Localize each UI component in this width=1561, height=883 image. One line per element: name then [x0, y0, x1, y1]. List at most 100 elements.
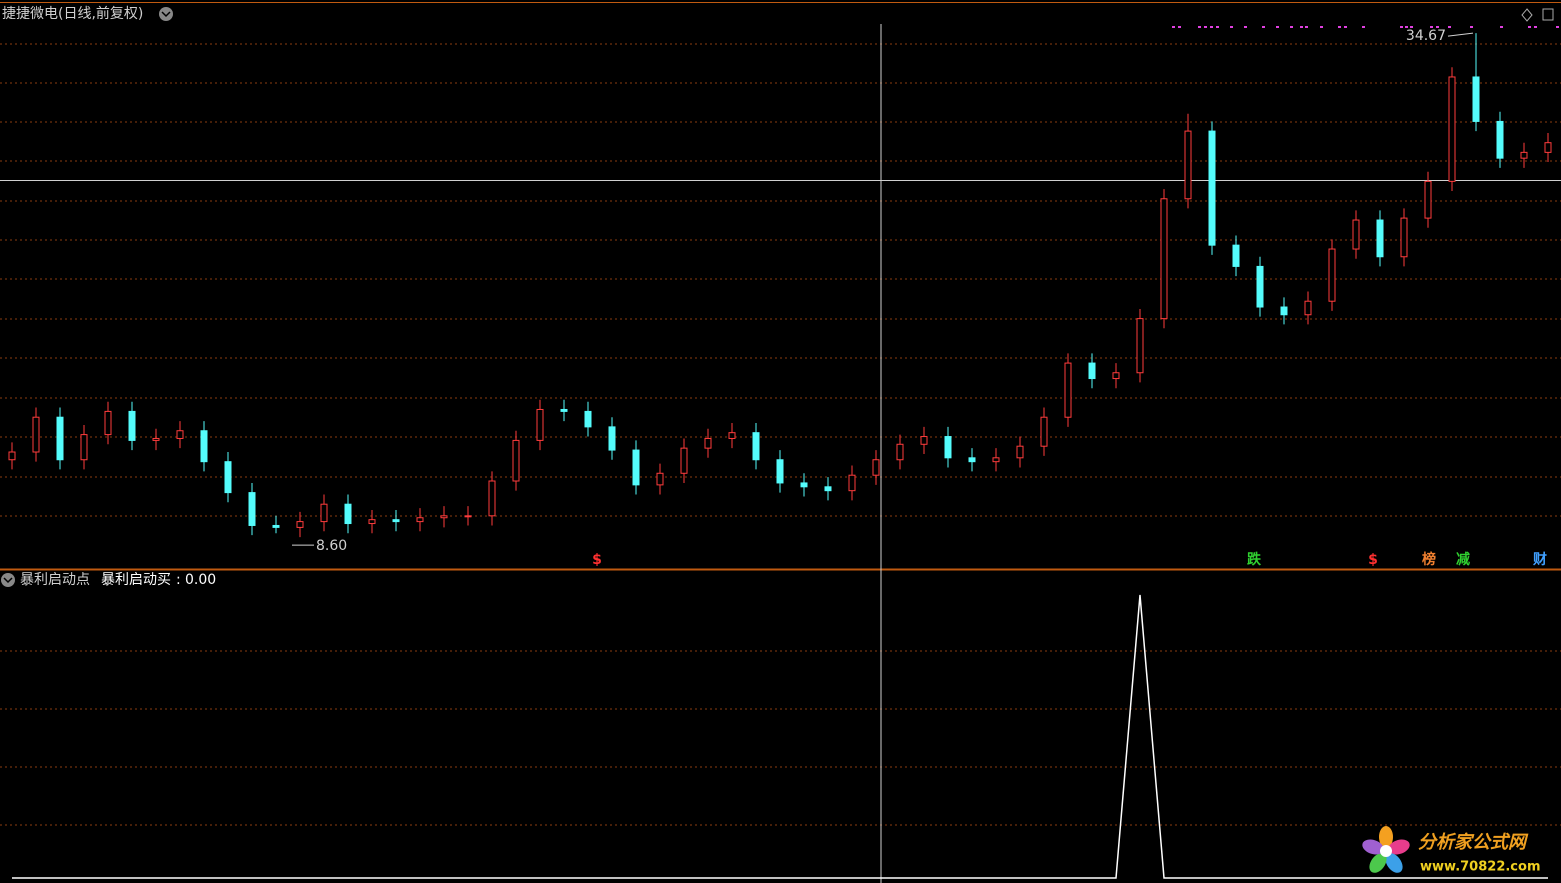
candle-body: [1256, 265, 1264, 308]
candle-body: [1544, 142, 1552, 153]
candle-body: [680, 447, 688, 474]
candle-body: [272, 524, 280, 528]
marker-dot: [1430, 26, 1433, 28]
marker-dot: [1556, 26, 1559, 28]
marker-dot: [1262, 26, 1265, 28]
candle-body: [200, 430, 208, 463]
candle-body: [128, 410, 136, 441]
marker-dot: [1500, 26, 1503, 28]
event-marker: 榜: [1422, 551, 1436, 568]
high-label: 34.67: [1406, 28, 1446, 44]
candle-body: [104, 410, 112, 436]
candle-body: [440, 515, 448, 519]
candle-body: [464, 515, 472, 518]
indicator-colon: :: [176, 572, 181, 588]
candle-body: [1328, 248, 1336, 302]
candle-body: [1400, 217, 1408, 258]
watermark-name: 分析家公式网: [1418, 832, 1529, 853]
candle-body: [584, 410, 592, 428]
candle-body: [512, 439, 520, 482]
candle-body: [920, 436, 928, 445]
marker-dot: [1410, 26, 1413, 28]
marker-dot: [1470, 26, 1473, 28]
candle-body: [656, 472, 664, 486]
high-arrow: [1447, 32, 1474, 37]
candle-body: [608, 426, 616, 451]
marker-dot: [1210, 26, 1213, 28]
candle-body: [632, 449, 640, 486]
marker-dot: [1276, 26, 1279, 28]
candle-body: [896, 443, 904, 461]
marker-dot: [1534, 26, 1537, 28]
candle-body: [320, 503, 328, 523]
marker-dot: [1178, 26, 1181, 28]
candle-body: [224, 461, 232, 494]
candle-body: [1088, 362, 1096, 380]
candle-body: [152, 437, 160, 441]
marker-dot: [1230, 26, 1233, 28]
indicator-value: 0.00: [185, 572, 216, 588]
candle-body: [728, 432, 736, 439]
candle-body: [1472, 76, 1480, 122]
candle-body: [296, 521, 304, 528]
candle-body: [1184, 130, 1192, 200]
candle-body: [1208, 130, 1216, 246]
marker-dot: [1305, 26, 1308, 28]
candle-body: [872, 459, 880, 476]
candle-body: [368, 519, 376, 525]
marker-dot: [1300, 26, 1303, 28]
event-marker: 减: [1456, 551, 1470, 568]
marker-dot: [1338, 26, 1341, 28]
marker-dot: [1405, 26, 1408, 28]
watermark-url: www.70822.com: [1420, 860, 1541, 875]
candle-body: [1304, 300, 1312, 316]
marker-dot: [1216, 26, 1219, 28]
indicator-title: 暴利启动点: [20, 572, 90, 588]
candle-body: [1520, 151, 1528, 159]
watermark: 分析家公式网 www.70822.com: [1362, 826, 1541, 875]
dropdown-icon[interactable]: [1, 573, 15, 587]
event-marker: $: [1368, 552, 1378, 568]
candle-body: [824, 486, 832, 492]
indicator-name: 暴利启动买: [101, 572, 171, 588]
candle-body: [32, 416, 40, 453]
marker-dot: [1244, 26, 1247, 28]
candle-body: [1064, 362, 1072, 418]
diamond-icon[interactable]: [1521, 8, 1533, 22]
event-marker: 跌: [1247, 552, 1262, 568]
candle-body: [416, 517, 424, 523]
candle-body: [992, 457, 1000, 463]
watermark-logo: [1362, 826, 1410, 873]
candle-body: [776, 459, 784, 484]
candle-body: [848, 474, 856, 492]
candle-body: [344, 503, 352, 525]
dropdown-icon[interactable]: [159, 7, 173, 21]
event-marker: 财: [1532, 551, 1547, 568]
candle-body: [1424, 180, 1432, 219]
candle-body: [248, 492, 256, 526]
candle-body: [1040, 416, 1048, 447]
candle-body: [1232, 244, 1240, 267]
candle-body: [1448, 76, 1456, 182]
candle-body: [1136, 318, 1144, 374]
candle-body: [944, 436, 952, 459]
window-icon[interactable]: [1542, 8, 1554, 21]
dropdown-arrow: [3, 577, 13, 584]
candles: [8, 33, 1552, 538]
marker-dot: [1320, 26, 1323, 28]
chart-title: 捷捷微电(日线,前复权): [2, 5, 143, 22]
marker-dot: [1290, 26, 1293, 28]
marker-dot: [1362, 26, 1365, 28]
candle-body: [56, 416, 64, 461]
marker-dot: [1172, 26, 1175, 28]
marker-dot: [1528, 26, 1531, 28]
candle-body: [1112, 372, 1120, 380]
candle-body: [1160, 198, 1168, 320]
candle-body: [488, 480, 496, 517]
candle-body: [80, 434, 88, 461]
marker-dot: [1204, 26, 1207, 28]
candle-body: [1376, 219, 1384, 258]
candle-body: [536, 408, 544, 441]
candle-body: [1280, 306, 1288, 316]
